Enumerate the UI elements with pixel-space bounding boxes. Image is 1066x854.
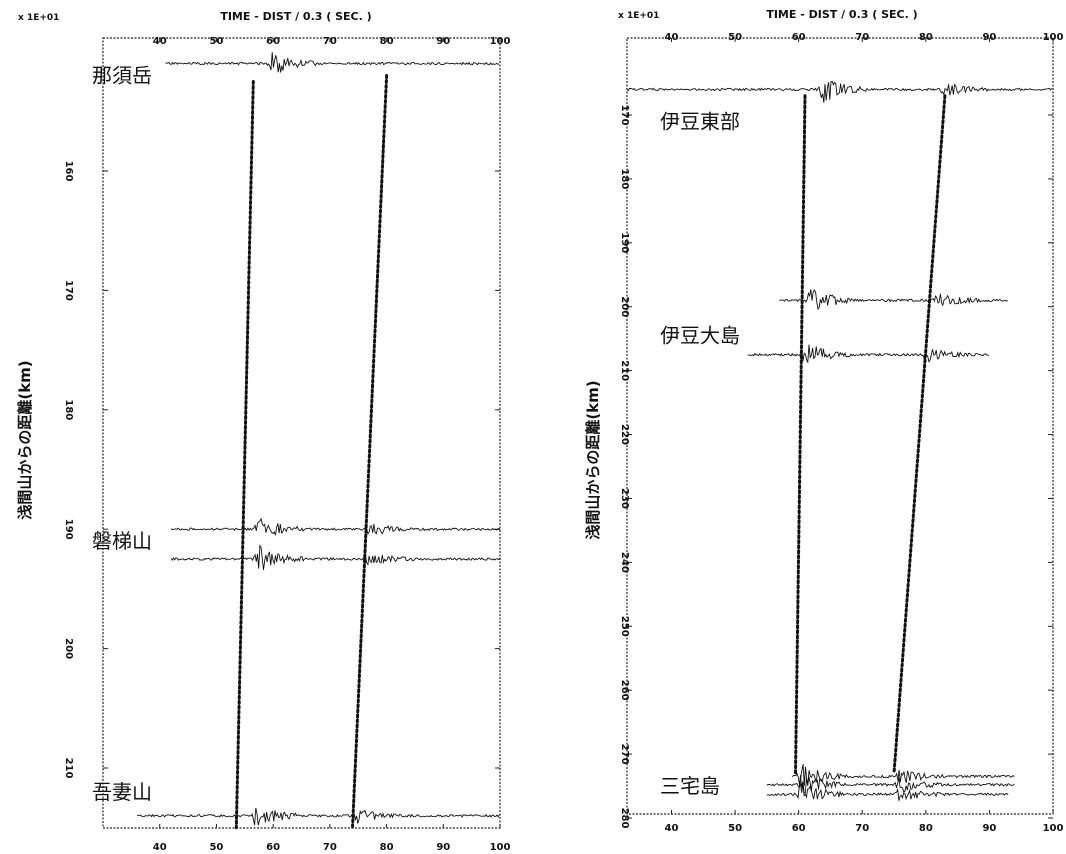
x-tick-top-label: 100 bbox=[1043, 32, 1064, 43]
x-axis-title: TIME - DIST / 0.3 ( SEC. ) bbox=[220, 10, 371, 23]
y-tick-label: 160 bbox=[63, 161, 74, 182]
x-tick-bottom-label: 70 bbox=[323, 842, 337, 853]
x-tick-top-label: 70 bbox=[323, 36, 337, 47]
x-tick-bottom-label: 50 bbox=[209, 842, 223, 853]
station-label: 吾妻山 bbox=[92, 780, 152, 804]
seismogram-trace bbox=[747, 344, 990, 364]
station-label: 伊豆大島 bbox=[660, 323, 740, 347]
y-tick-label: 240 bbox=[619, 552, 630, 573]
station-label: 磐梯山 bbox=[92, 529, 152, 553]
x-tick-top-label: 90 bbox=[436, 36, 450, 47]
seismogram-trace bbox=[626, 80, 1053, 103]
x-tick-top-label: 40 bbox=[665, 32, 679, 43]
seismogram-trace bbox=[791, 764, 1015, 786]
phase-arrival-line bbox=[794, 94, 807, 775]
y-tick-label: 230 bbox=[619, 488, 630, 509]
seismogram-trace bbox=[165, 52, 500, 73]
seismogram-trace bbox=[170, 517, 501, 536]
x-tick-top-label: 50 bbox=[209, 36, 223, 47]
panel-left: x 1E+01 TIME - DIST / 0.3 ( SEC. ) 40 50 60 7… bbox=[16, 10, 510, 853]
y-tick-label: 270 bbox=[619, 744, 630, 765]
x-tick-top-label: 60 bbox=[266, 36, 280, 47]
y-tick-label: 220 bbox=[619, 424, 630, 445]
y-tick-label: 250 bbox=[619, 616, 630, 637]
x-tick-bottom-label: 90 bbox=[982, 823, 996, 834]
plot-frame bbox=[102, 37, 501, 829]
seismogram-trace bbox=[136, 807, 500, 826]
station-label: 那須岳 bbox=[92, 63, 152, 87]
phase-arrival-line bbox=[351, 74, 389, 830]
x-tick-bottom-label: 40 bbox=[665, 823, 679, 834]
y-tick-label: 210 bbox=[619, 360, 630, 381]
y-tick-label: 200 bbox=[63, 638, 74, 659]
x-tick-top-label: 90 bbox=[982, 32, 996, 43]
seismogram-trace bbox=[779, 289, 1008, 311]
y-tick-label: 260 bbox=[619, 680, 630, 701]
seismogram-trace bbox=[766, 782, 1009, 801]
x-tick-top-label: 80 bbox=[919, 32, 933, 43]
plot-frame bbox=[626, 37, 1054, 815]
x-tick-bottom-label: 80 bbox=[919, 823, 933, 834]
x-tick-bottom-label: 100 bbox=[1043, 823, 1064, 834]
x-tick-top-label: 100 bbox=[490, 36, 511, 47]
seismogram-trace bbox=[170, 544, 501, 571]
x-tick-bottom-label: 40 bbox=[153, 842, 167, 853]
panel-right: x 1E+01 TIME - DIST / 0.3 ( SEC. ) 40 50 60 7… bbox=[584, 8, 1063, 834]
x-axis-title: TIME - DIST / 0.3 ( SEC. ) bbox=[766, 8, 917, 21]
phase-arrival-line bbox=[234, 80, 255, 830]
x-tick-top-label: 80 bbox=[380, 36, 394, 47]
x-multiplier-label: x 1E+01 bbox=[618, 11, 659, 21]
y-axis-title: 浅間山からの距離(km) bbox=[584, 380, 602, 539]
x-tick-bottom-label: 50 bbox=[728, 823, 742, 834]
x-tick-bottom-label: 60 bbox=[792, 823, 806, 834]
x-multiplier-label: x 1E+01 bbox=[18, 13, 59, 23]
y-axis-title: 浅間山からの距離(km) bbox=[16, 360, 34, 519]
y-tick-label: 210 bbox=[63, 758, 74, 779]
y-tick-label: 170 bbox=[63, 280, 74, 301]
x-tick-bottom-label: 60 bbox=[266, 842, 280, 853]
station-label: 三宅島 bbox=[660, 774, 720, 798]
x-tick-top-label: 70 bbox=[855, 32, 869, 43]
x-tick-bottom-label: 80 bbox=[380, 842, 394, 853]
station-label: 伊豆東部 bbox=[660, 109, 740, 133]
x-tick-top-label: 50 bbox=[728, 32, 742, 43]
y-tick-label: 190 bbox=[619, 232, 630, 253]
y-tick-label: 190 bbox=[63, 519, 74, 540]
x-tick-bottom-label: 90 bbox=[436, 842, 450, 853]
x-tick-top-label: 60 bbox=[792, 32, 806, 43]
seismogram-trace bbox=[766, 775, 1015, 794]
x-tick-top-label: 40 bbox=[153, 36, 167, 47]
y-tick-label: 170 bbox=[619, 105, 630, 126]
y-tick-label: 180 bbox=[619, 168, 630, 189]
y-tick-label: 280 bbox=[619, 808, 630, 829]
y-tick-label: 180 bbox=[63, 399, 74, 420]
x-tick-bottom-label: 70 bbox=[855, 823, 869, 834]
x-tick-bottom-label: 100 bbox=[490, 842, 511, 853]
y-tick-label: 200 bbox=[619, 296, 630, 317]
phase-arrival-line bbox=[892, 94, 947, 775]
